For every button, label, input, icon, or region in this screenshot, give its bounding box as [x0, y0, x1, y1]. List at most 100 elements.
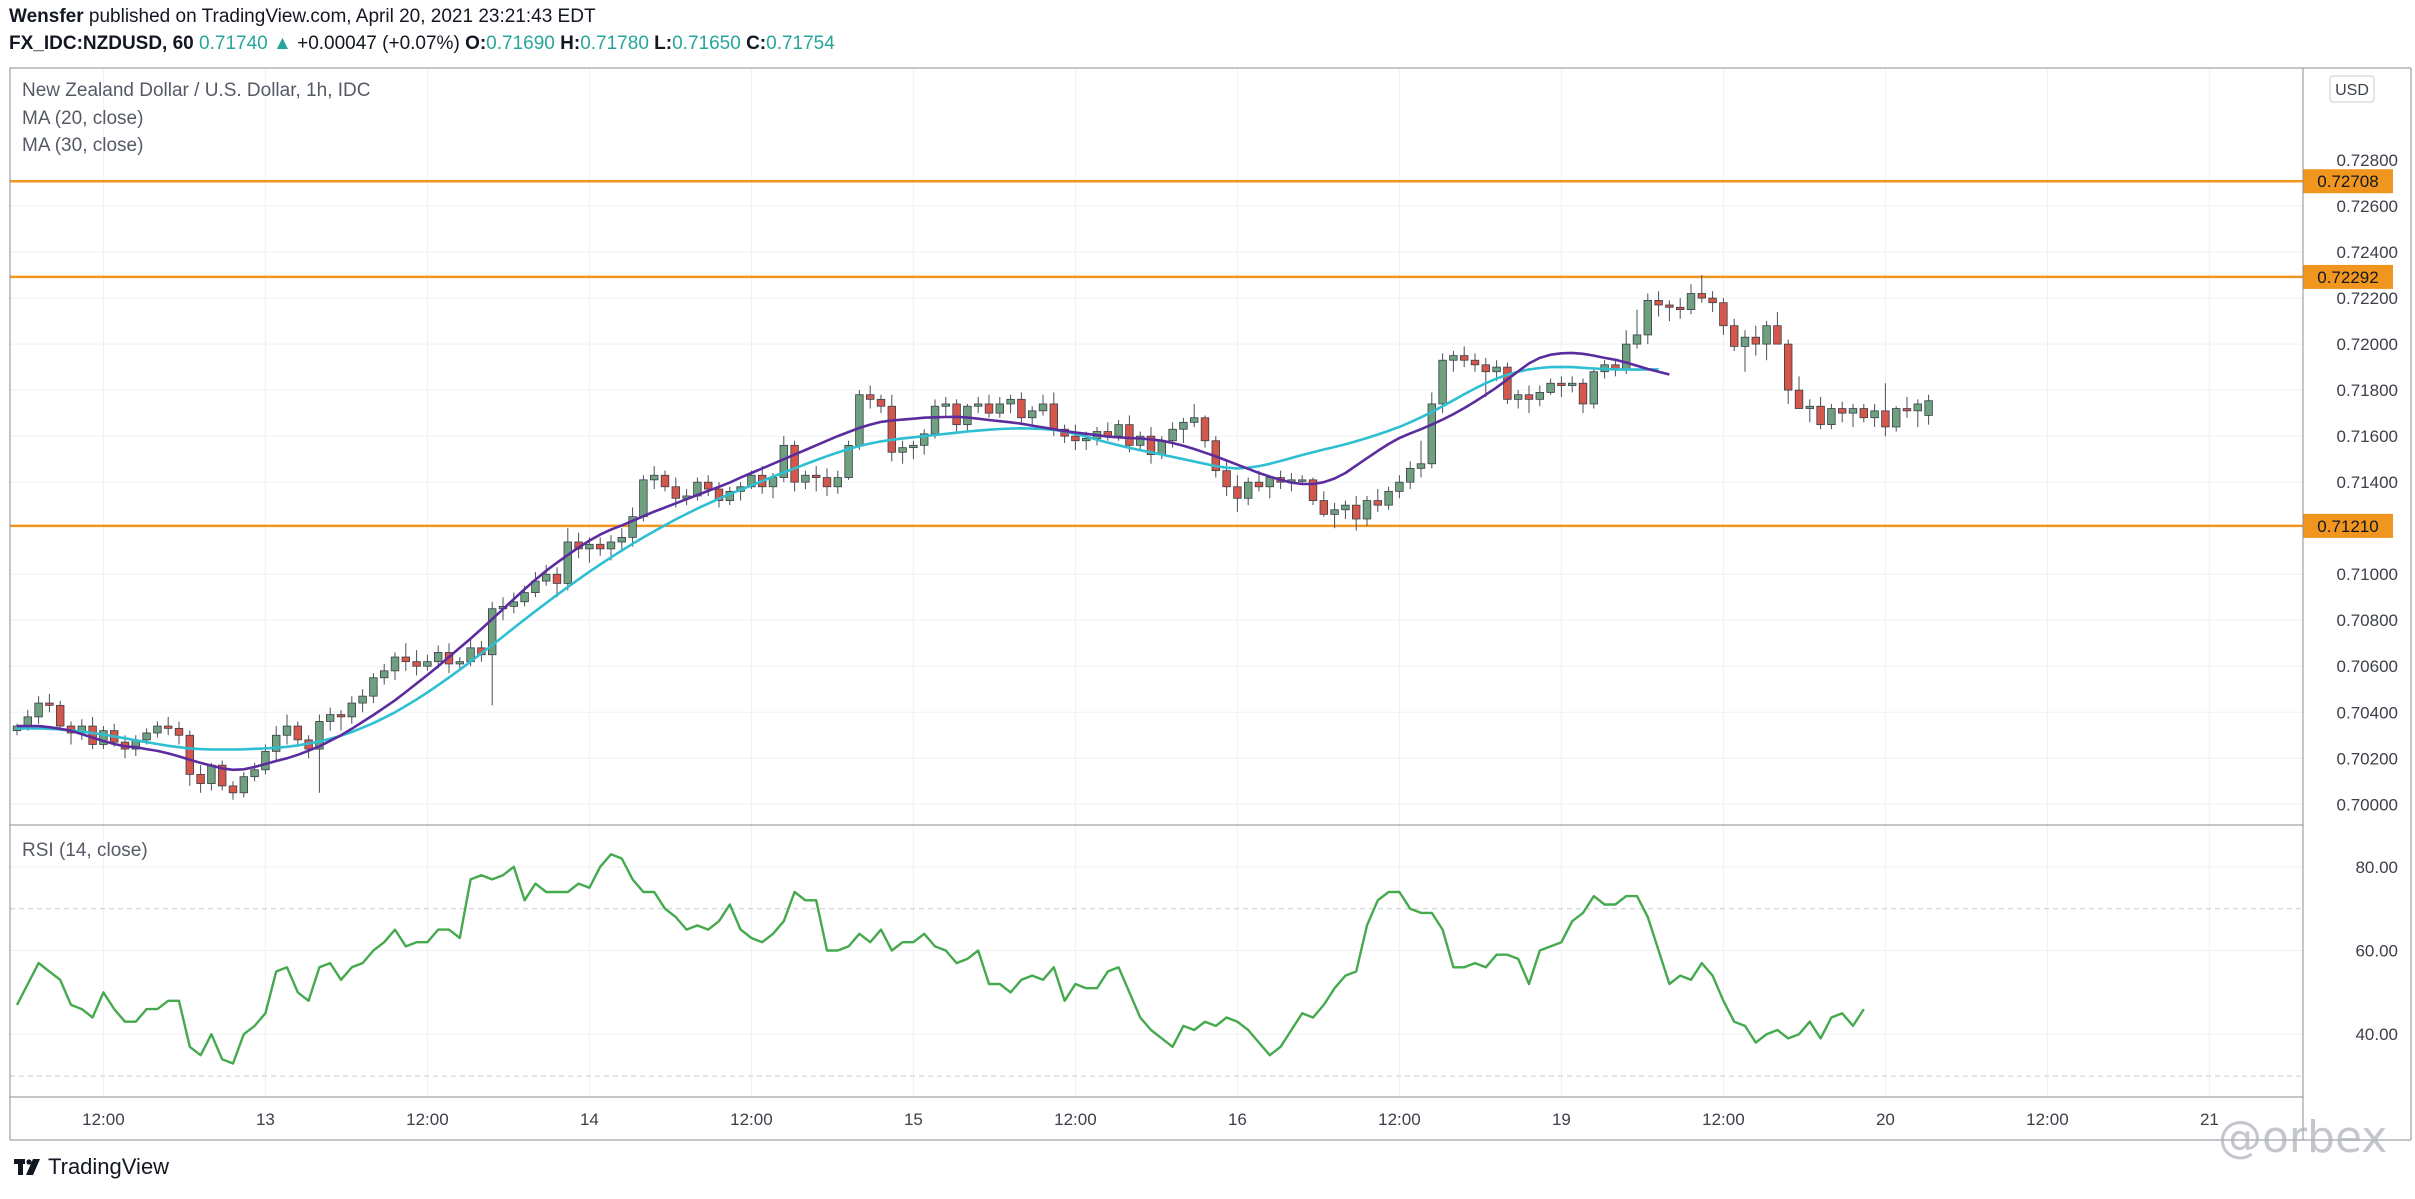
candle-up: [628, 516, 637, 538]
ma20-line: [17, 351, 1670, 772]
candle-up: [1265, 477, 1274, 488]
candle-up: [433, 652, 443, 663]
high-value: 0.71780: [580, 33, 649, 54]
candle-down: [660, 474, 670, 488]
candle-up: [1924, 400, 1933, 416]
axes[interactable]: 0.70000 0.70200 0.70400 0.70600 0.70800 0.710…: [82, 75, 2398, 1129]
candle-down: [704, 481, 713, 490]
candle-down: [163, 725, 173, 729]
ma30-line: [17, 365, 1659, 751]
candle-down: [1524, 394, 1534, 400]
candle-down: [1017, 398, 1026, 419]
change-value: +0.00047 (+0.07%): [297, 33, 460, 54]
candle-down: [217, 764, 227, 787]
currency-badge: [2329, 75, 2375, 103]
candle-down: [1373, 500, 1382, 506]
moving-averages: [17, 351, 1670, 772]
candle-up: [1362, 500, 1372, 520]
candle-up: [941, 403, 950, 407]
candle-down: [1578, 382, 1588, 405]
rsi-pane-border: [9, 824, 2304, 1098]
candle-up: [153, 725, 162, 734]
candle-up: [34, 702, 43, 718]
candle-down: [1838, 408, 1847, 414]
candle-up: [1762, 325, 1771, 345]
candle-up: [1244, 481, 1253, 499]
price-tick-label: 0.71400: [2337, 473, 2398, 492]
close-value: 0.71754: [766, 33, 835, 54]
level-price-label: 0.72292: [2317, 268, 2378, 287]
horizontal-levels[interactable]: 0.72708 0.72292 0.71210: [10, 169, 2393, 538]
candle-up: [606, 541, 616, 550]
candle-down: [714, 488, 724, 501]
candle-up: [250, 769, 259, 778]
candle-up: [1168, 428, 1177, 442]
tradingview-brand[interactable]: TradingView: [14, 1154, 169, 1180]
candle-down: [1470, 359, 1480, 366]
candle-up: [1427, 403, 1436, 465]
candle-up: [1805, 405, 1814, 409]
candle-up: [520, 592, 529, 603]
candle-down: [671, 486, 680, 499]
candle-down: [1751, 336, 1760, 345]
candle-up: [1406, 467, 1415, 483]
time-tick-label: 12:00: [1702, 1110, 1745, 1129]
candle-up: [23, 716, 32, 727]
published-text: published on TradingView.com, April 20, …: [88, 6, 596, 27]
candle-down: [185, 734, 194, 775]
ma20-legend[interactable]: MA (20, close): [22, 108, 144, 129]
candle-up: [1492, 366, 1501, 373]
candle-down: [866, 394, 875, 400]
candle-up: [1622, 343, 1631, 370]
rsi-legend[interactable]: RSI (14, close): [22, 840, 148, 861]
candle-up: [974, 403, 983, 407]
candle-down: [1676, 306, 1685, 310]
candle-down: [1859, 408, 1868, 419]
candle-down: [1222, 470, 1231, 488]
candle-down: [1308, 479, 1318, 501]
candle-down: [228, 785, 238, 794]
candle-up: [855, 394, 864, 446]
candle-down: [412, 661, 421, 667]
candle-down: [1665, 304, 1674, 308]
candle-up: [271, 734, 281, 752]
candle-up: [347, 702, 356, 718]
candle-up: [1384, 490, 1393, 506]
ma30-legend[interactable]: MA (30, close): [22, 135, 144, 156]
candle-up: [261, 750, 270, 771]
candle-down: [336, 714, 346, 718]
open-label: O:: [465, 33, 487, 54]
candle-down: [1200, 417, 1210, 442]
candle-down: [1233, 486, 1242, 499]
candle-up: [1870, 410, 1879, 419]
candle-up: [379, 670, 389, 679]
candle-down: [1730, 325, 1739, 347]
candle-up: [1546, 382, 1555, 393]
price-tick-label: 0.72600: [2337, 197, 2398, 216]
candle-down: [1125, 424, 1134, 446]
candle-up: [455, 661, 464, 665]
candle-down: [812, 474, 821, 478]
price-tick-label: 0.70200: [2337, 749, 2398, 768]
candle-up: [1082, 438, 1091, 442]
time-tick-label: 21: [2200, 1110, 2219, 1129]
last-price: 0.71740: [199, 33, 268, 54]
level-price-tag: [2303, 264, 2393, 289]
candle-down: [1719, 302, 1728, 327]
time-tick-label: 13: [256, 1110, 275, 1129]
candle-up: [1913, 403, 1922, 412]
high-label: H:: [560, 33, 581, 54]
author-name[interactable]: Wensfer: [9, 6, 84, 27]
candle-down: [1071, 435, 1080, 442]
time-tick-label: 14: [580, 1110, 599, 1129]
candle-up: [239, 776, 248, 794]
symbol-title[interactable]: New Zealand Dollar / U.S. Dollar, 1h, ID…: [22, 80, 371, 101]
candle-down: [1784, 343, 1793, 391]
brand-label: TradingView: [48, 1154, 170, 1179]
candle-up: [1535, 392, 1544, 400]
candle-up: [423, 661, 432, 667]
candle-up: [617, 536, 626, 543]
close-label: C:: [746, 33, 767, 54]
candle-up: [650, 474, 659, 481]
